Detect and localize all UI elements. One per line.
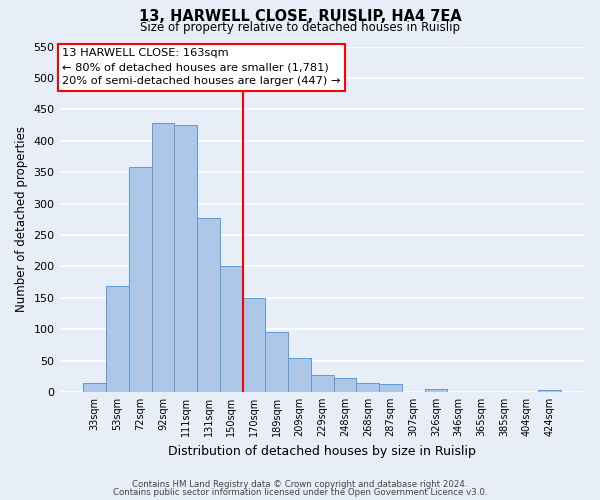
Bar — [334, 378, 356, 392]
X-axis label: Distribution of detached houses by size in Ruislip: Distribution of detached houses by size … — [169, 444, 476, 458]
Bar — [538, 390, 561, 392]
Text: 13 HARWELL CLOSE: 163sqm
← 80% of detached houses are smaller (1,781)
20% of sem: 13 HARWELL CLOSE: 163sqm ← 80% of detach… — [62, 48, 341, 86]
Bar — [129, 167, 152, 392]
Bar — [265, 332, 288, 392]
Text: Size of property relative to detached houses in Ruislip: Size of property relative to detached ho… — [140, 21, 460, 34]
Text: Contains public sector information licensed under the Open Government Licence v3: Contains public sector information licen… — [113, 488, 487, 497]
Bar — [106, 286, 129, 392]
Bar — [356, 383, 379, 392]
Bar — [379, 384, 402, 392]
Text: Contains HM Land Registry data © Crown copyright and database right 2024.: Contains HM Land Registry data © Crown c… — [132, 480, 468, 489]
Bar — [197, 218, 220, 392]
Bar — [288, 358, 311, 392]
Y-axis label: Number of detached properties: Number of detached properties — [15, 126, 28, 312]
Bar — [152, 123, 175, 392]
Bar — [425, 389, 448, 392]
Bar — [311, 375, 334, 392]
Bar — [242, 298, 265, 392]
Text: 13, HARWELL CLOSE, RUISLIP, HA4 7EA: 13, HARWELL CLOSE, RUISLIP, HA4 7EA — [139, 9, 461, 24]
Bar — [220, 266, 242, 392]
Bar — [175, 125, 197, 392]
Bar — [83, 382, 106, 392]
